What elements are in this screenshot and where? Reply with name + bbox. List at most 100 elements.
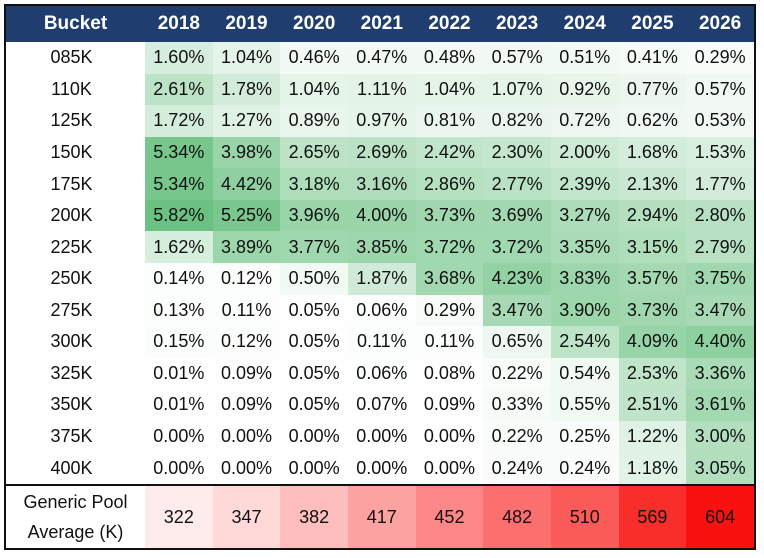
value-cell[interactable]: 0.13%: [145, 294, 213, 327]
value-cell[interactable]: 0.00%: [347, 452, 416, 485]
value-cell[interactable]: 0.12%: [212, 326, 281, 358]
value-cell[interactable]: 0.72%: [550, 105, 619, 137]
value-cell[interactable]: 2.53%: [618, 357, 687, 390]
value-cell[interactable]: 2.54%: [550, 326, 619, 358]
value-cell[interactable]: 2.80%: [686, 199, 754, 232]
value-cell[interactable]: 0.07%: [347, 389, 416, 421]
value-cell[interactable]: 2.42%: [415, 136, 484, 169]
value-cell[interactable]: 0.41%: [618, 42, 687, 74]
value-cell[interactable]: 1.68%: [618, 136, 687, 169]
value-cell[interactable]: 4.23%: [483, 262, 551, 295]
value-cell[interactable]: 3.98%: [212, 136, 281, 169]
header-year[interactable]: 2026: [686, 6, 754, 42]
value-cell[interactable]: 0.29%: [415, 294, 484, 327]
bucket-label[interactable]: 125K: [50, 110, 93, 131]
value-cell[interactable]: 5.34%: [145, 168, 213, 200]
value-cell[interactable]: 3.36%: [686, 357, 754, 390]
value-cell[interactable]: 1.77%: [686, 168, 754, 200]
value-cell[interactable]: 2.69%: [347, 136, 416, 169]
value-cell[interactable]: 2.39%: [550, 168, 619, 200]
header-year[interactable]: 2025: [618, 6, 687, 42]
value-cell[interactable]: 0.54%: [550, 357, 619, 390]
header-bucket[interactable]: Bucket: [6, 6, 145, 42]
value-cell[interactable]: 0.24%: [550, 452, 619, 485]
value-cell[interactable]: 2.79%: [686, 231, 754, 263]
value-cell[interactable]: 3.57%: [618, 262, 687, 295]
value-cell[interactable]: 0.89%: [280, 105, 348, 137]
value-cell[interactable]: 3.90%: [550, 294, 619, 327]
value-cell[interactable]: 1.72%: [145, 105, 213, 137]
bucket-label[interactable]: 150K: [6, 136, 145, 169]
footer-cell[interactable]: 417: [347, 484, 416, 548]
value-cell[interactable]: 0.15%: [145, 326, 213, 358]
value-cell[interactable]: 2.13%: [618, 168, 687, 200]
value-cell[interactable]: 3.05%: [686, 452, 754, 485]
value-cell[interactable]: 0.11%: [212, 294, 281, 327]
value-cell[interactable]: 1.11%: [347, 73, 416, 106]
value-cell[interactable]: 3.89%: [212, 231, 281, 263]
bucket-label[interactable]: 350K: [6, 389, 145, 421]
value-cell[interactable]: 3.75%: [686, 262, 754, 295]
value-cell[interactable]: 1.18%: [618, 452, 687, 485]
value-cell[interactable]: 0.22%: [483, 420, 551, 453]
value-cell[interactable]: 0.00%: [145, 420, 213, 453]
footer-cell[interactable]: 347: [212, 484, 281, 548]
footer-cell[interactable]: 322: [145, 484, 213, 548]
header-year[interactable]: 2024: [550, 6, 619, 42]
value-cell[interactable]: 3.68%: [415, 262, 484, 295]
value-cell[interactable]: 1.27%: [212, 105, 281, 137]
value-cell[interactable]: 1.04%: [212, 42, 281, 74]
value-cell[interactable]: 3.47%: [483, 294, 551, 327]
value-cell[interactable]: 0.11%: [347, 326, 416, 358]
value-cell[interactable]: 0.57%: [483, 42, 551, 74]
value-cell[interactable]: 2.51%: [618, 389, 687, 421]
value-cell[interactable]: 1.78%: [212, 73, 281, 106]
value-cell[interactable]: 0.92%: [550, 73, 619, 106]
value-cell[interactable]: 0.08%: [415, 357, 484, 390]
value-cell[interactable]: 3.83%: [550, 262, 619, 295]
value-cell[interactable]: 0.77%: [618, 73, 687, 106]
value-cell[interactable]: 0.05%: [280, 357, 348, 390]
value-cell[interactable]: 3.73%: [415, 199, 484, 232]
footer-cell[interactable]: 569: [618, 484, 687, 548]
header-year[interactable]: 2020: [280, 6, 348, 42]
value-cell[interactable]: 0.00%: [280, 452, 348, 485]
value-cell[interactable]: 3.18%: [280, 168, 348, 200]
value-cell[interactable]: 2.94%: [618, 199, 687, 232]
value-cell[interactable]: 1.04%: [415, 73, 484, 106]
value-cell[interactable]: 3.72%: [483, 231, 551, 263]
value-cell[interactable]: 1.07%: [483, 73, 551, 106]
bucket-label[interactable]: 110K: [6, 73, 145, 106]
header-year[interactable]: 2022: [415, 6, 484, 42]
value-cell[interactable]: 5.34%: [145, 136, 213, 169]
value-cell[interactable]: 0.24%: [483, 452, 551, 485]
header-year[interactable]: 2023: [483, 6, 551, 42]
bucket-label[interactable]: 175K: [50, 173, 93, 194]
bucket-label[interactable]: 225K: [50, 236, 93, 257]
value-cell[interactable]: 0.82%: [483, 105, 551, 137]
value-cell[interactable]: 0.22%: [483, 357, 551, 390]
value-cell[interactable]: 0.05%: [280, 326, 348, 358]
value-cell[interactable]: 0.25%: [550, 420, 619, 453]
value-cell[interactable]: 1.53%: [686, 136, 754, 169]
bucket-label[interactable]: 375K: [50, 426, 93, 447]
value-cell[interactable]: 3.00%: [686, 420, 754, 453]
value-cell[interactable]: 0.05%: [280, 389, 348, 421]
value-cell[interactable]: 0.06%: [347, 357, 416, 390]
value-cell[interactable]: 1.87%: [347, 262, 416, 295]
value-cell[interactable]: 0.33%: [483, 389, 551, 421]
value-cell[interactable]: 2.86%: [415, 168, 484, 200]
value-cell[interactable]: 0.09%: [212, 389, 281, 421]
value-cell[interactable]: 3.73%: [618, 294, 687, 327]
value-cell[interactable]: 0.51%: [550, 42, 619, 74]
value-cell[interactable]: 2.65%: [280, 136, 348, 169]
value-cell[interactable]: 0.65%: [483, 326, 551, 358]
value-cell[interactable]: 0.97%: [347, 105, 416, 137]
value-cell[interactable]: 5.25%: [212, 199, 281, 232]
value-cell[interactable]: 0.00%: [212, 420, 281, 453]
value-cell[interactable]: 3.15%: [618, 231, 687, 263]
footer-cell[interactable]: 604: [686, 484, 754, 548]
value-cell[interactable]: 4.40%: [686, 326, 754, 358]
value-cell[interactable]: 4.09%: [618, 326, 687, 358]
value-cell[interactable]: 4.42%: [212, 168, 281, 200]
